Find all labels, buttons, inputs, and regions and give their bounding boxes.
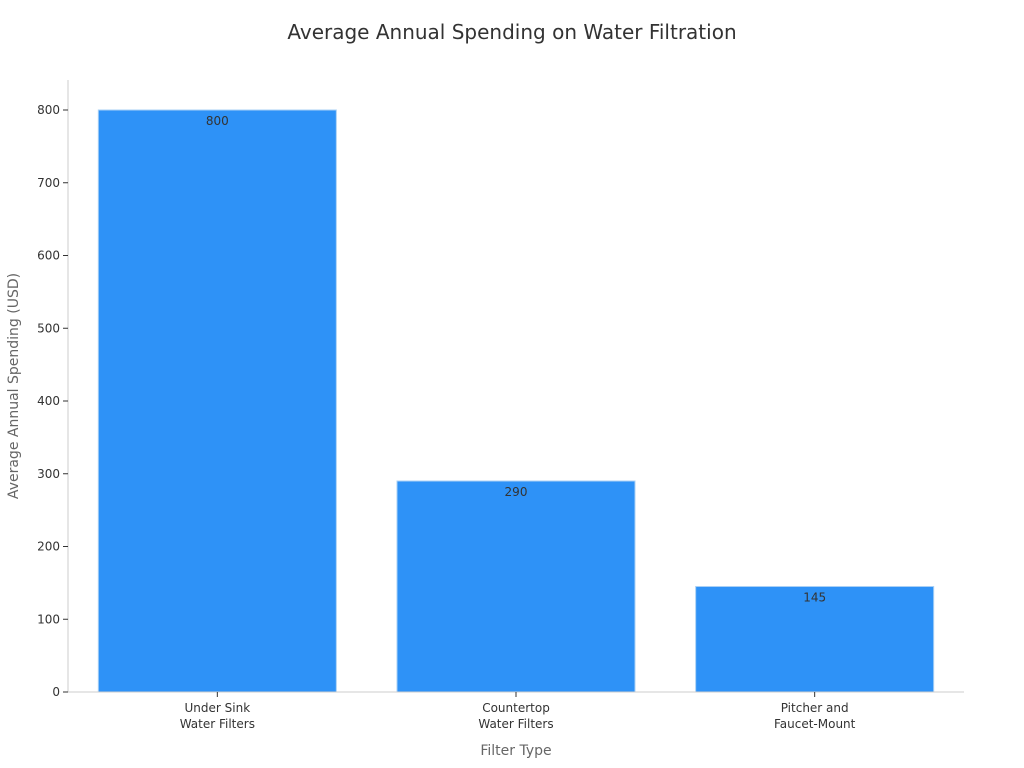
data-labels-layer: 800 290 145 — [206, 114, 826, 605]
bar — [97, 109, 337, 693]
y-axis-title: Average Annual Spending (USD) — [6, 273, 22, 499]
y-tick-label: 100 — [37, 612, 60, 626]
y-tick-label: 0 — [52, 685, 60, 699]
y-tick-label: 300 — [37, 467, 60, 481]
bars-layer — [97, 109, 935, 693]
chart-title: Average Annual Spending on Water Filtrat… — [287, 20, 737, 44]
bar — [396, 480, 636, 693]
y-tick-label: 800 — [37, 103, 60, 117]
y-tick-label: 600 — [37, 249, 60, 263]
bar — [695, 586, 935, 693]
y-tick-label: 500 — [37, 321, 60, 335]
y-tick-label: 400 — [37, 394, 60, 408]
x-tick-label: Under Sink Water Filters — [180, 701, 255, 731]
y-tick-label: 200 — [37, 540, 60, 554]
bar-value-label: 290 — [505, 485, 528, 499]
x-tick-label: Pitcher and Faucet-Mount — [774, 701, 856, 731]
bar-value-label: 800 — [206, 114, 229, 128]
x-tick-label: Countertop Water Filters — [478, 701, 553, 731]
y-tick-label: 700 — [37, 176, 60, 190]
y-ticks-layer: 0 100 200 300 400 500 600 700 800 — [37, 103, 68, 699]
bar-value-label: 145 — [803, 591, 826, 605]
x-axis-title: Filter Type — [480, 743, 551, 759]
x-ticks-layer: Under Sink Water Filters Countertop Water F… — [180, 692, 856, 731]
